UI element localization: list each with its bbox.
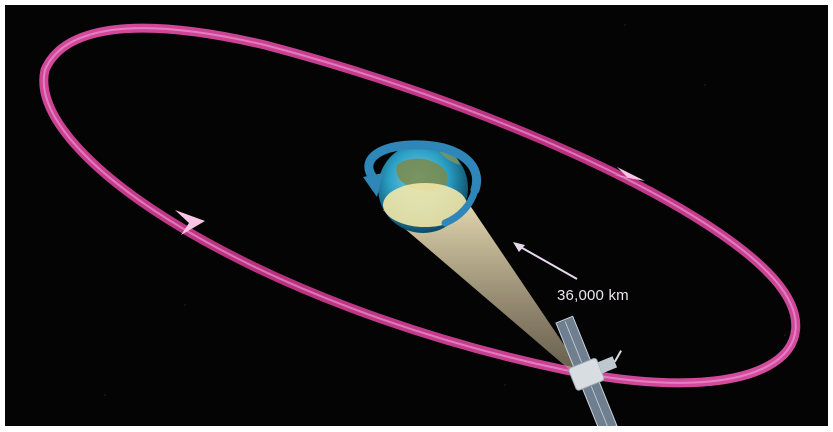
orbit-arrow-right: [613, 167, 645, 181]
orbit-ring: [39, 23, 801, 388]
geostationary-orbit-diagram: [39, 23, 801, 426]
satellite-icon: [555, 315, 622, 426]
orbit-arrow-left: [175, 210, 205, 235]
distance-pointer: [513, 242, 578, 280]
distance-label: 36,000 km: [557, 287, 629, 304]
earth-globe-icon: [378, 143, 468, 233]
rotation-arrow-icon: [363, 140, 481, 227]
space-background: 36,000 km: [5, 5, 828, 426]
coverage-beam: [383, 201, 579, 371]
